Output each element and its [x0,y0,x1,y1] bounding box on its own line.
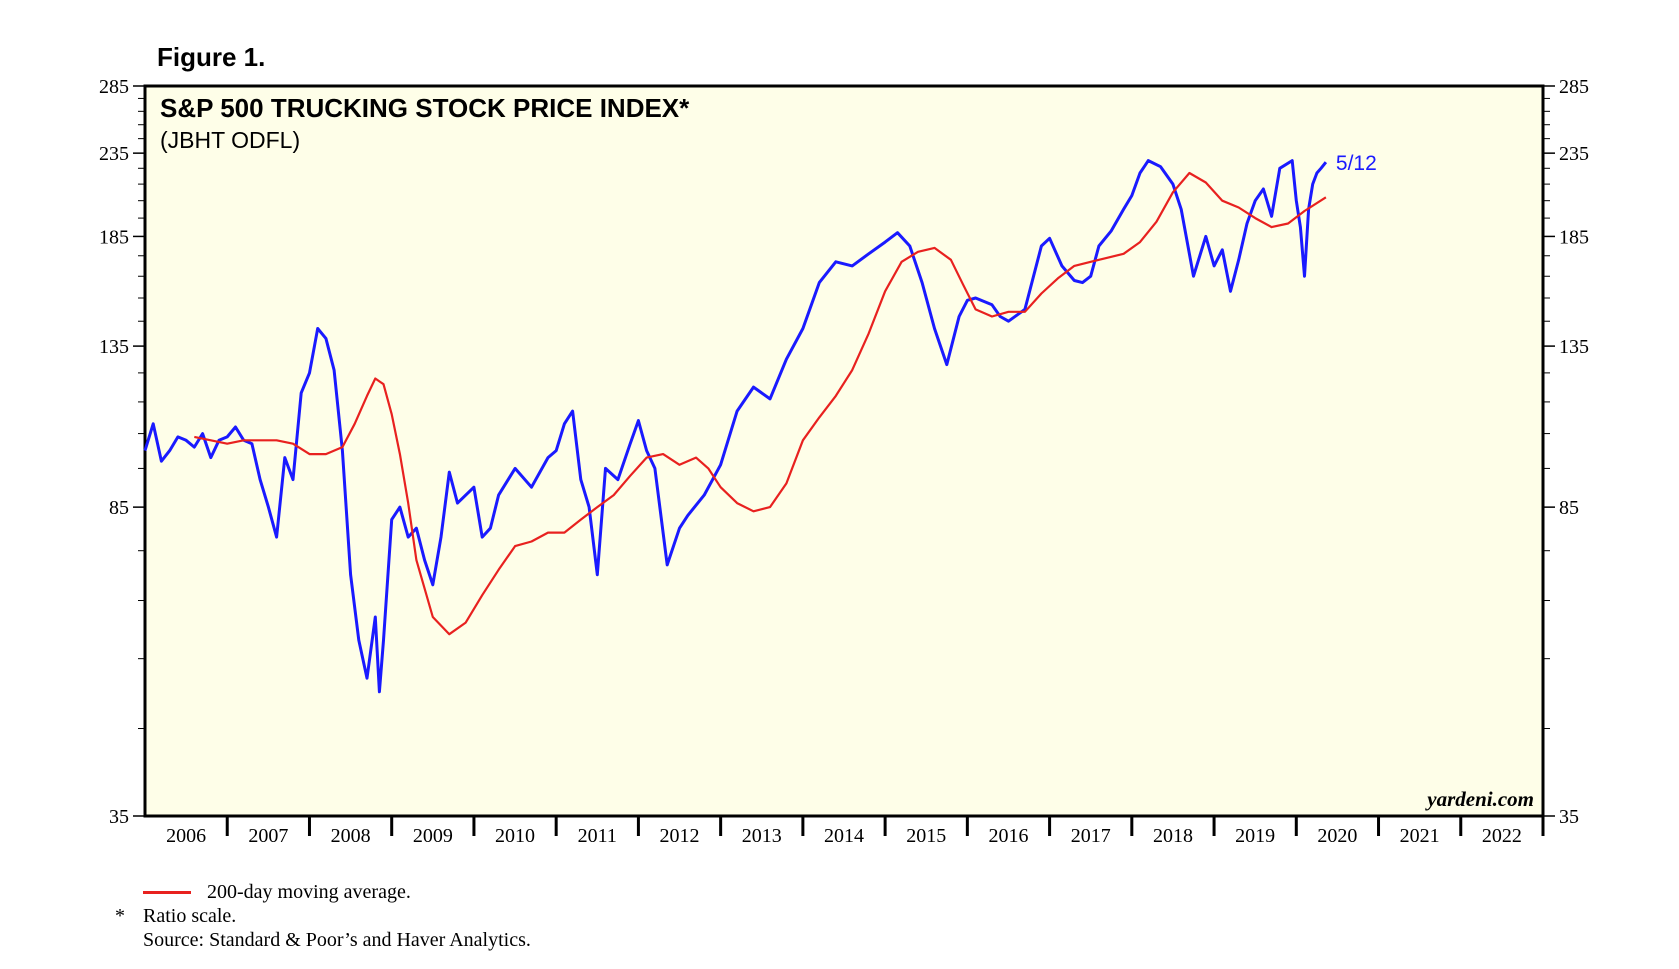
x-tick-label: 2011 [578,825,617,847]
x-tick-label: 2017 [1071,825,1111,847]
legend-item-moving-average: 200-day moving average. [115,880,531,904]
x-tick-label: 2016 [988,825,1028,847]
y-tick-label-left: 185 [99,226,129,248]
last-date-label: 5/12 [1336,152,1377,175]
legend-swatch-red [143,890,191,894]
series-line-index [143,159,1328,694]
watermark: yardeni.com [1424,787,1534,811]
x-tick-label: 2008 [331,825,371,847]
chart-subtitle: (JBHT ODFL) [160,127,300,153]
axis-ticks: 35 35 85 85 135 135 185 185 235 235 285 285 2006 2007… [99,76,1589,847]
x-tick-label: 2013 [742,825,782,847]
note-marker: * [115,905,125,927]
y-tick-label-right: 35 [1559,806,1579,828]
x-tick-label: 2014 [824,825,864,847]
x-tick-label: 2006 [166,825,206,847]
x-tick-label: 2012 [660,825,700,847]
chart-title: S&P 500 TRUCKING STOCK PRICE INDEX* [160,93,690,123]
x-tick-label: 2020 [1317,825,1357,847]
y-tick-label-right: 135 [1559,336,1589,358]
x-tick-label: 2018 [1153,825,1193,847]
plot-series [143,159,1328,694]
y-tick-label-left: 85 [109,497,129,519]
x-tick-label: 2010 [495,825,535,847]
y-tick-label-left: 35 [109,806,129,828]
source-note: Source: Standard & Poor’s and Haver Anal… [143,929,531,951]
y-tick-label-right: 85 [1559,497,1579,519]
legend-label: 200-day moving average. [207,881,411,903]
x-tick-label: 2019 [1235,825,1275,847]
y-tick-label-left: 135 [99,336,129,358]
y-tick-label-right: 285 [1559,76,1589,98]
x-tick-label: 2015 [906,825,946,847]
y-tick-label-right: 185 [1559,226,1589,248]
ratio-scale-note: * Ratio scale. [115,904,531,928]
y-tick-label-left: 285 [99,76,129,98]
x-tick-label: 2007 [248,825,288,847]
x-tick-label: 2022 [1482,825,1522,847]
chart-footer: 200-day moving average. * Ratio scale. S… [115,880,531,952]
x-tick-label: 2009 [413,825,453,847]
note-text: Ratio scale. [143,905,237,927]
y-tick-label-right: 235 [1559,143,1589,165]
figure-label: Figure 1. [157,42,266,72]
plot-background [143,84,1545,818]
series-line-moving-average [194,171,1327,636]
y-tick-label-left: 235 [99,143,129,165]
x-tick-label: 2021 [1400,825,1440,847]
